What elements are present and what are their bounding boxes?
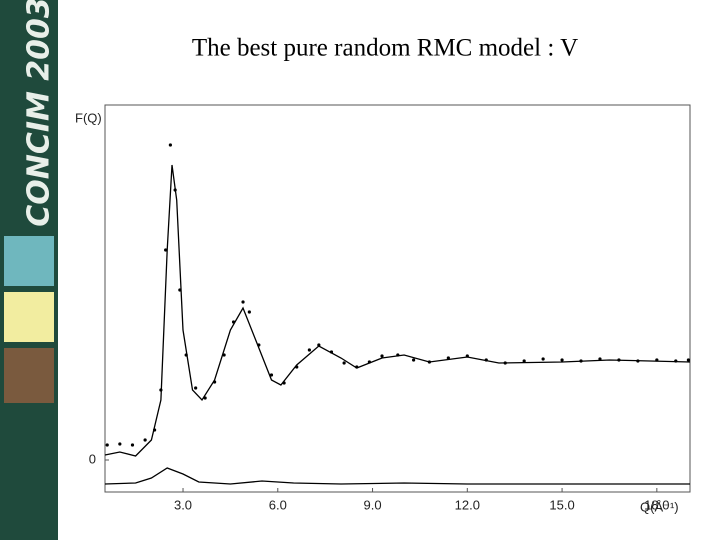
sidebar-label: CONCIM 2003 (22, 0, 57, 227)
x-tick-label: 18.0 (644, 497, 669, 512)
x-tick-label: 15.0 (549, 497, 574, 512)
data-point (168, 143, 172, 147)
data-point (380, 354, 384, 358)
sidebar-image (4, 236, 54, 286)
sidebar-image (4, 348, 54, 403)
data-point (522, 359, 526, 363)
data-point (130, 443, 135, 447)
x-axis-label: Q(Å⁻¹) (640, 499, 679, 514)
plot-frame (104, 104, 691, 493)
data-point (105, 443, 109, 447)
data-line (104, 467, 690, 485)
data-point (560, 358, 564, 362)
data-point (412, 358, 416, 362)
x-tick-label: 3.0 (174, 497, 192, 512)
x-tick-label: 6.0 (269, 497, 287, 512)
data-point (686, 358, 691, 362)
data-point (194, 386, 198, 390)
data-point (247, 310, 251, 314)
data-point (269, 373, 274, 377)
data-point (143, 438, 147, 442)
data-point (164, 248, 168, 252)
y-axis-label: F(Q) (75, 110, 102, 125)
data-point (118, 442, 122, 446)
x-tick-label: 12.0 (455, 497, 480, 512)
data-point (307, 348, 311, 352)
data-point (541, 357, 545, 361)
chart-title: The best pure random RMC model : V (192, 35, 578, 62)
y-tick-label: 0 (89, 451, 96, 466)
data-point (241, 300, 245, 304)
x-tick-label: 9.0 (364, 497, 382, 512)
sidebar-image (4, 292, 54, 342)
data-line (104, 164, 691, 457)
data-point (342, 361, 346, 365)
